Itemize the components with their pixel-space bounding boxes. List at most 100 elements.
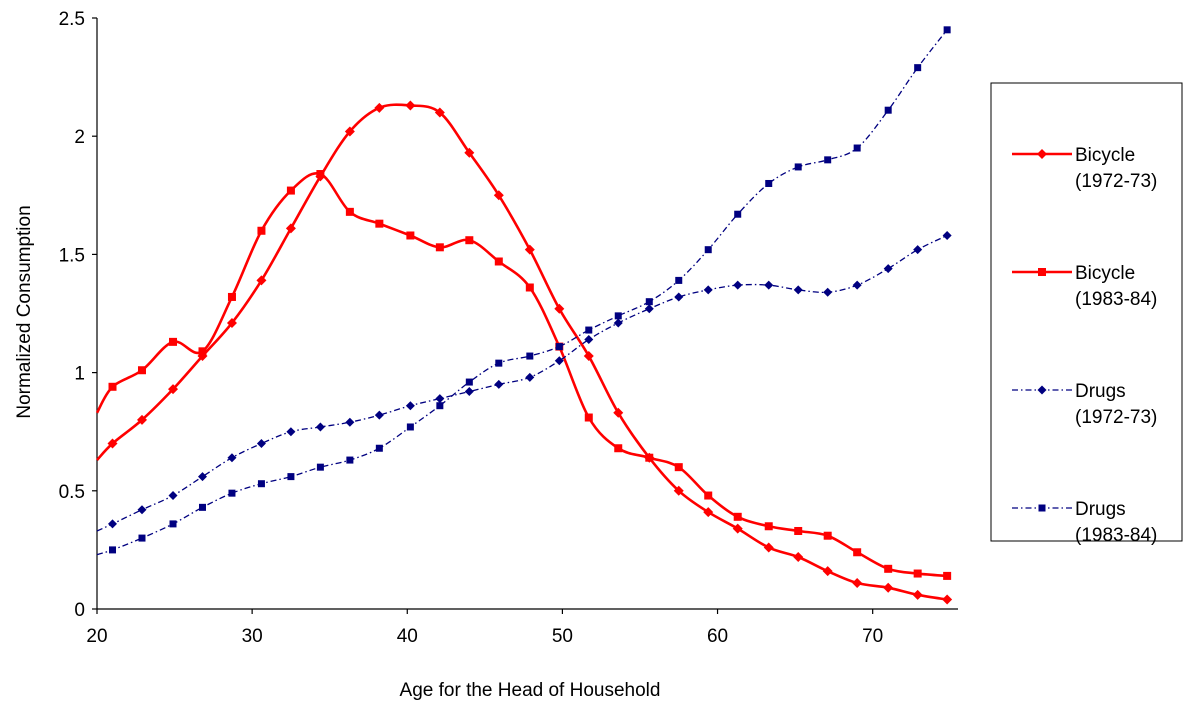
data-point (494, 379, 504, 389)
data-point (346, 456, 354, 464)
data-point (434, 107, 445, 118)
data-point (675, 276, 683, 284)
data-point (614, 444, 623, 453)
series-line (96, 29, 948, 556)
data-point (464, 387, 474, 397)
data-point (585, 326, 593, 334)
data-point (794, 526, 803, 535)
data-point (793, 285, 803, 295)
data-point (733, 280, 743, 290)
data-point (137, 505, 147, 515)
legend-item-drugs-1983-84: Drugs (1983-84) (1012, 499, 1157, 546)
data-point (108, 382, 117, 391)
data-point (526, 352, 534, 360)
series-drugs-1972-73 (96, 230, 952, 532)
data-point (287, 473, 295, 481)
data-point (226, 317, 237, 328)
legend-marker (1037, 149, 1047, 159)
data-point (285, 223, 296, 234)
legend-label: Bicycle (1075, 263, 1135, 284)
data-point (465, 236, 474, 245)
data-point (584, 335, 594, 345)
x-tick-label: 60 (707, 626, 728, 647)
data-point (286, 427, 296, 437)
data-point (136, 414, 147, 425)
legend-item-bicycle-1983-84: Bicycle (1983-84) (1012, 263, 1157, 310)
data-point (853, 144, 861, 152)
data-point (674, 463, 683, 472)
data-point (525, 283, 534, 292)
legend-marker (1038, 268, 1046, 276)
data-point (943, 571, 952, 580)
legend-label-period: (1972-73) (1075, 171, 1157, 192)
data-point (583, 351, 594, 362)
data-point (405, 401, 415, 411)
data-point (943, 26, 951, 34)
data-point (554, 303, 565, 314)
data-point (852, 577, 863, 588)
data-point (823, 287, 833, 297)
data-point (733, 512, 742, 521)
data-point (138, 534, 146, 542)
data-point (227, 453, 237, 463)
data-point (137, 366, 146, 375)
data-point (227, 292, 236, 301)
data-point (494, 257, 503, 266)
y-ticks: 0 0.5 1 1.5 2 2.5 (59, 9, 97, 621)
x-axis-label: Age for the Head of Household (400, 680, 661, 701)
data-point (197, 472, 207, 482)
data-point (315, 422, 325, 432)
data-point (109, 546, 117, 554)
data-point (732, 523, 743, 534)
x-tick-label: 30 (242, 626, 263, 647)
legend-item-drugs-1972-73: Drugs (1972-73) (1012, 381, 1157, 428)
x-tick-label: 20 (86, 626, 107, 647)
data-point (704, 491, 713, 500)
data-point (614, 312, 622, 320)
data-point (644, 304, 654, 314)
y-tick-label: 2 (74, 127, 85, 148)
data-point (942, 594, 953, 605)
data-point (286, 186, 295, 195)
data-point (613, 407, 624, 418)
y-tick-label: 1.5 (59, 245, 85, 266)
legend-label: Drugs (1075, 381, 1126, 402)
legend-label-period: (1983-84) (1075, 525, 1157, 546)
legend: Bicycle (1972-73) Bicycle (1983-84) Drugs (19… (990, 82, 1183, 546)
data-point (734, 210, 742, 218)
y-tick-label: 0 (74, 600, 85, 621)
data-point (465, 378, 473, 386)
data-point (228, 489, 236, 497)
data-point (584, 413, 593, 422)
data-point (822, 566, 833, 577)
data-point (914, 64, 922, 72)
data-point (794, 163, 802, 171)
data-point (435, 243, 444, 252)
x-tick-label: 70 (862, 626, 883, 647)
legend-label: Bicycle (1075, 145, 1135, 166)
data-point (107, 438, 118, 449)
data-point (765, 179, 773, 187)
data-point (345, 417, 355, 427)
legend-label-period: (1983-84) (1075, 289, 1157, 310)
data-point (256, 275, 267, 286)
data-point (435, 394, 445, 404)
data-point (763, 542, 774, 553)
data-point (256, 439, 266, 449)
data-point (374, 410, 384, 420)
data-point (673, 485, 684, 496)
data-point (703, 507, 714, 518)
data-point (198, 503, 206, 511)
series-drugs-1983-84 (96, 26, 951, 556)
data-point (913, 569, 922, 578)
data-point (942, 230, 952, 240)
data-point (554, 356, 564, 366)
data-point (884, 106, 892, 114)
x-tick-label: 50 (552, 626, 573, 647)
data-point (823, 531, 832, 540)
series-line (96, 103, 948, 601)
data-point (198, 347, 207, 356)
data-point (375, 219, 384, 228)
legend-box (990, 82, 1183, 542)
